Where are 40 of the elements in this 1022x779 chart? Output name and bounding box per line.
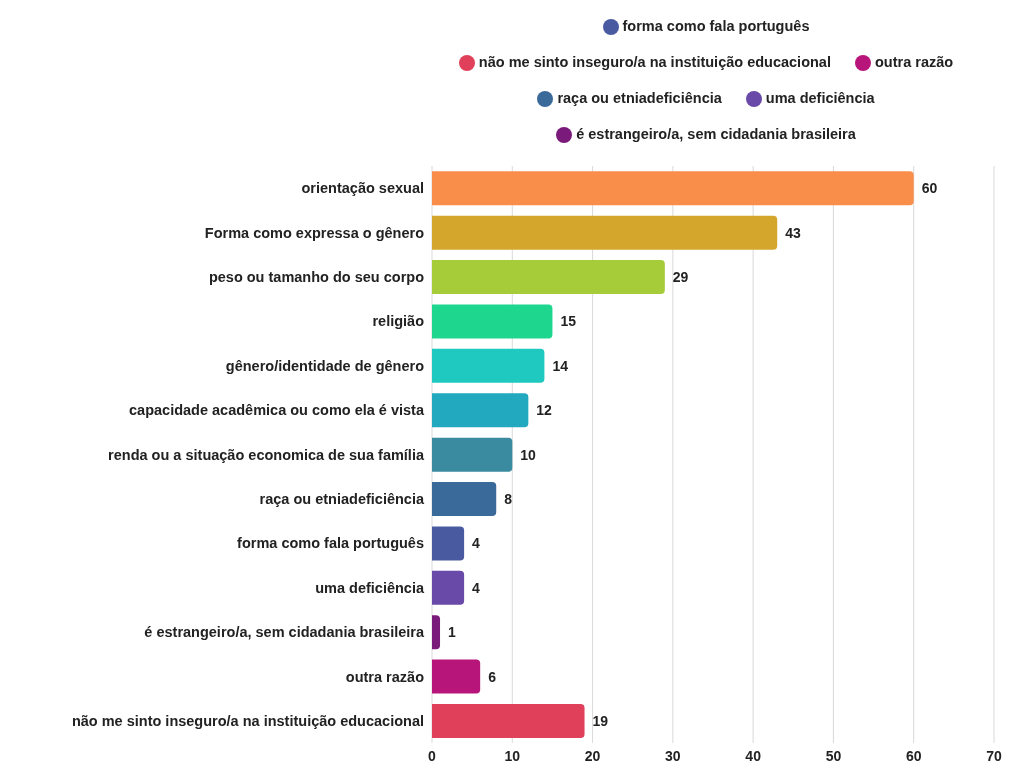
x-tick-label: 20	[584, 747, 601, 764]
data-label: 6	[488, 668, 497, 685]
legend-label: outra razão	[874, 54, 954, 70]
x-tick-label: 60	[905, 747, 922, 764]
y-tick-label: gênero/identidade de gênero	[225, 357, 425, 374]
y-tick-label: não me sinto inseguro/a na instituição educacional	[71, 712, 424, 729]
y-tick-label: Forma como expressa o gênero	[204, 224, 425, 241]
x-tick-label: 50	[825, 747, 842, 764]
legend-label: forma como fala português	[622, 18, 810, 34]
legend-label: é estrangeiro/a, sem cidadania brasileira	[576, 126, 856, 142]
data-label: 4	[472, 535, 481, 552]
y-tick-label: forma como fala português	[237, 535, 424, 552]
data-label: 14	[552, 357, 569, 374]
data-label: 8	[504, 490, 513, 507]
y-tick-label: orientação sexual	[301, 180, 424, 197]
legend-label: uma deficiência	[765, 90, 875, 106]
x-tick-label: 40	[745, 747, 762, 764]
data-label: 4	[472, 579, 481, 596]
legend-label: raça ou etniadeficiência	[557, 90, 722, 106]
data-label: 12	[536, 402, 553, 419]
x-tick-label: 10	[504, 747, 521, 764]
y-tick-label: outra razão	[345, 668, 425, 685]
data-label: 43	[785, 224, 802, 241]
y-tick-label: é estrangeiro/a, sem cidadania brasileira	[144, 624, 425, 641]
data-label: 60	[921, 180, 938, 197]
y-tick-label: uma deficiência	[315, 579, 425, 596]
y-tick-label: peso ou tamanho do seu corpo	[208, 269, 425, 286]
x-tick-label: 70	[986, 747, 1002, 764]
y-tick-label: religião	[372, 313, 425, 330]
data-label: 19	[592, 712, 609, 729]
data-label: 29	[672, 269, 689, 286]
legend-label: não me sinto inseguro/a na instituição educacional	[478, 54, 831, 70]
y-tick-label: renda ou a situação economica de sua família	[108, 446, 425, 463]
data-label: 10	[520, 446, 537, 463]
data-label: 1	[448, 624, 457, 641]
data-label: 15	[560, 313, 577, 330]
x-tick-label: 30	[665, 747, 681, 764]
y-tick-label: raça ou etniadeficiência	[259, 491, 425, 508]
x-tick-label: 0	[428, 747, 437, 764]
y-tick-label: capacidade acadêmica ou como ela é vista	[129, 402, 425, 419]
